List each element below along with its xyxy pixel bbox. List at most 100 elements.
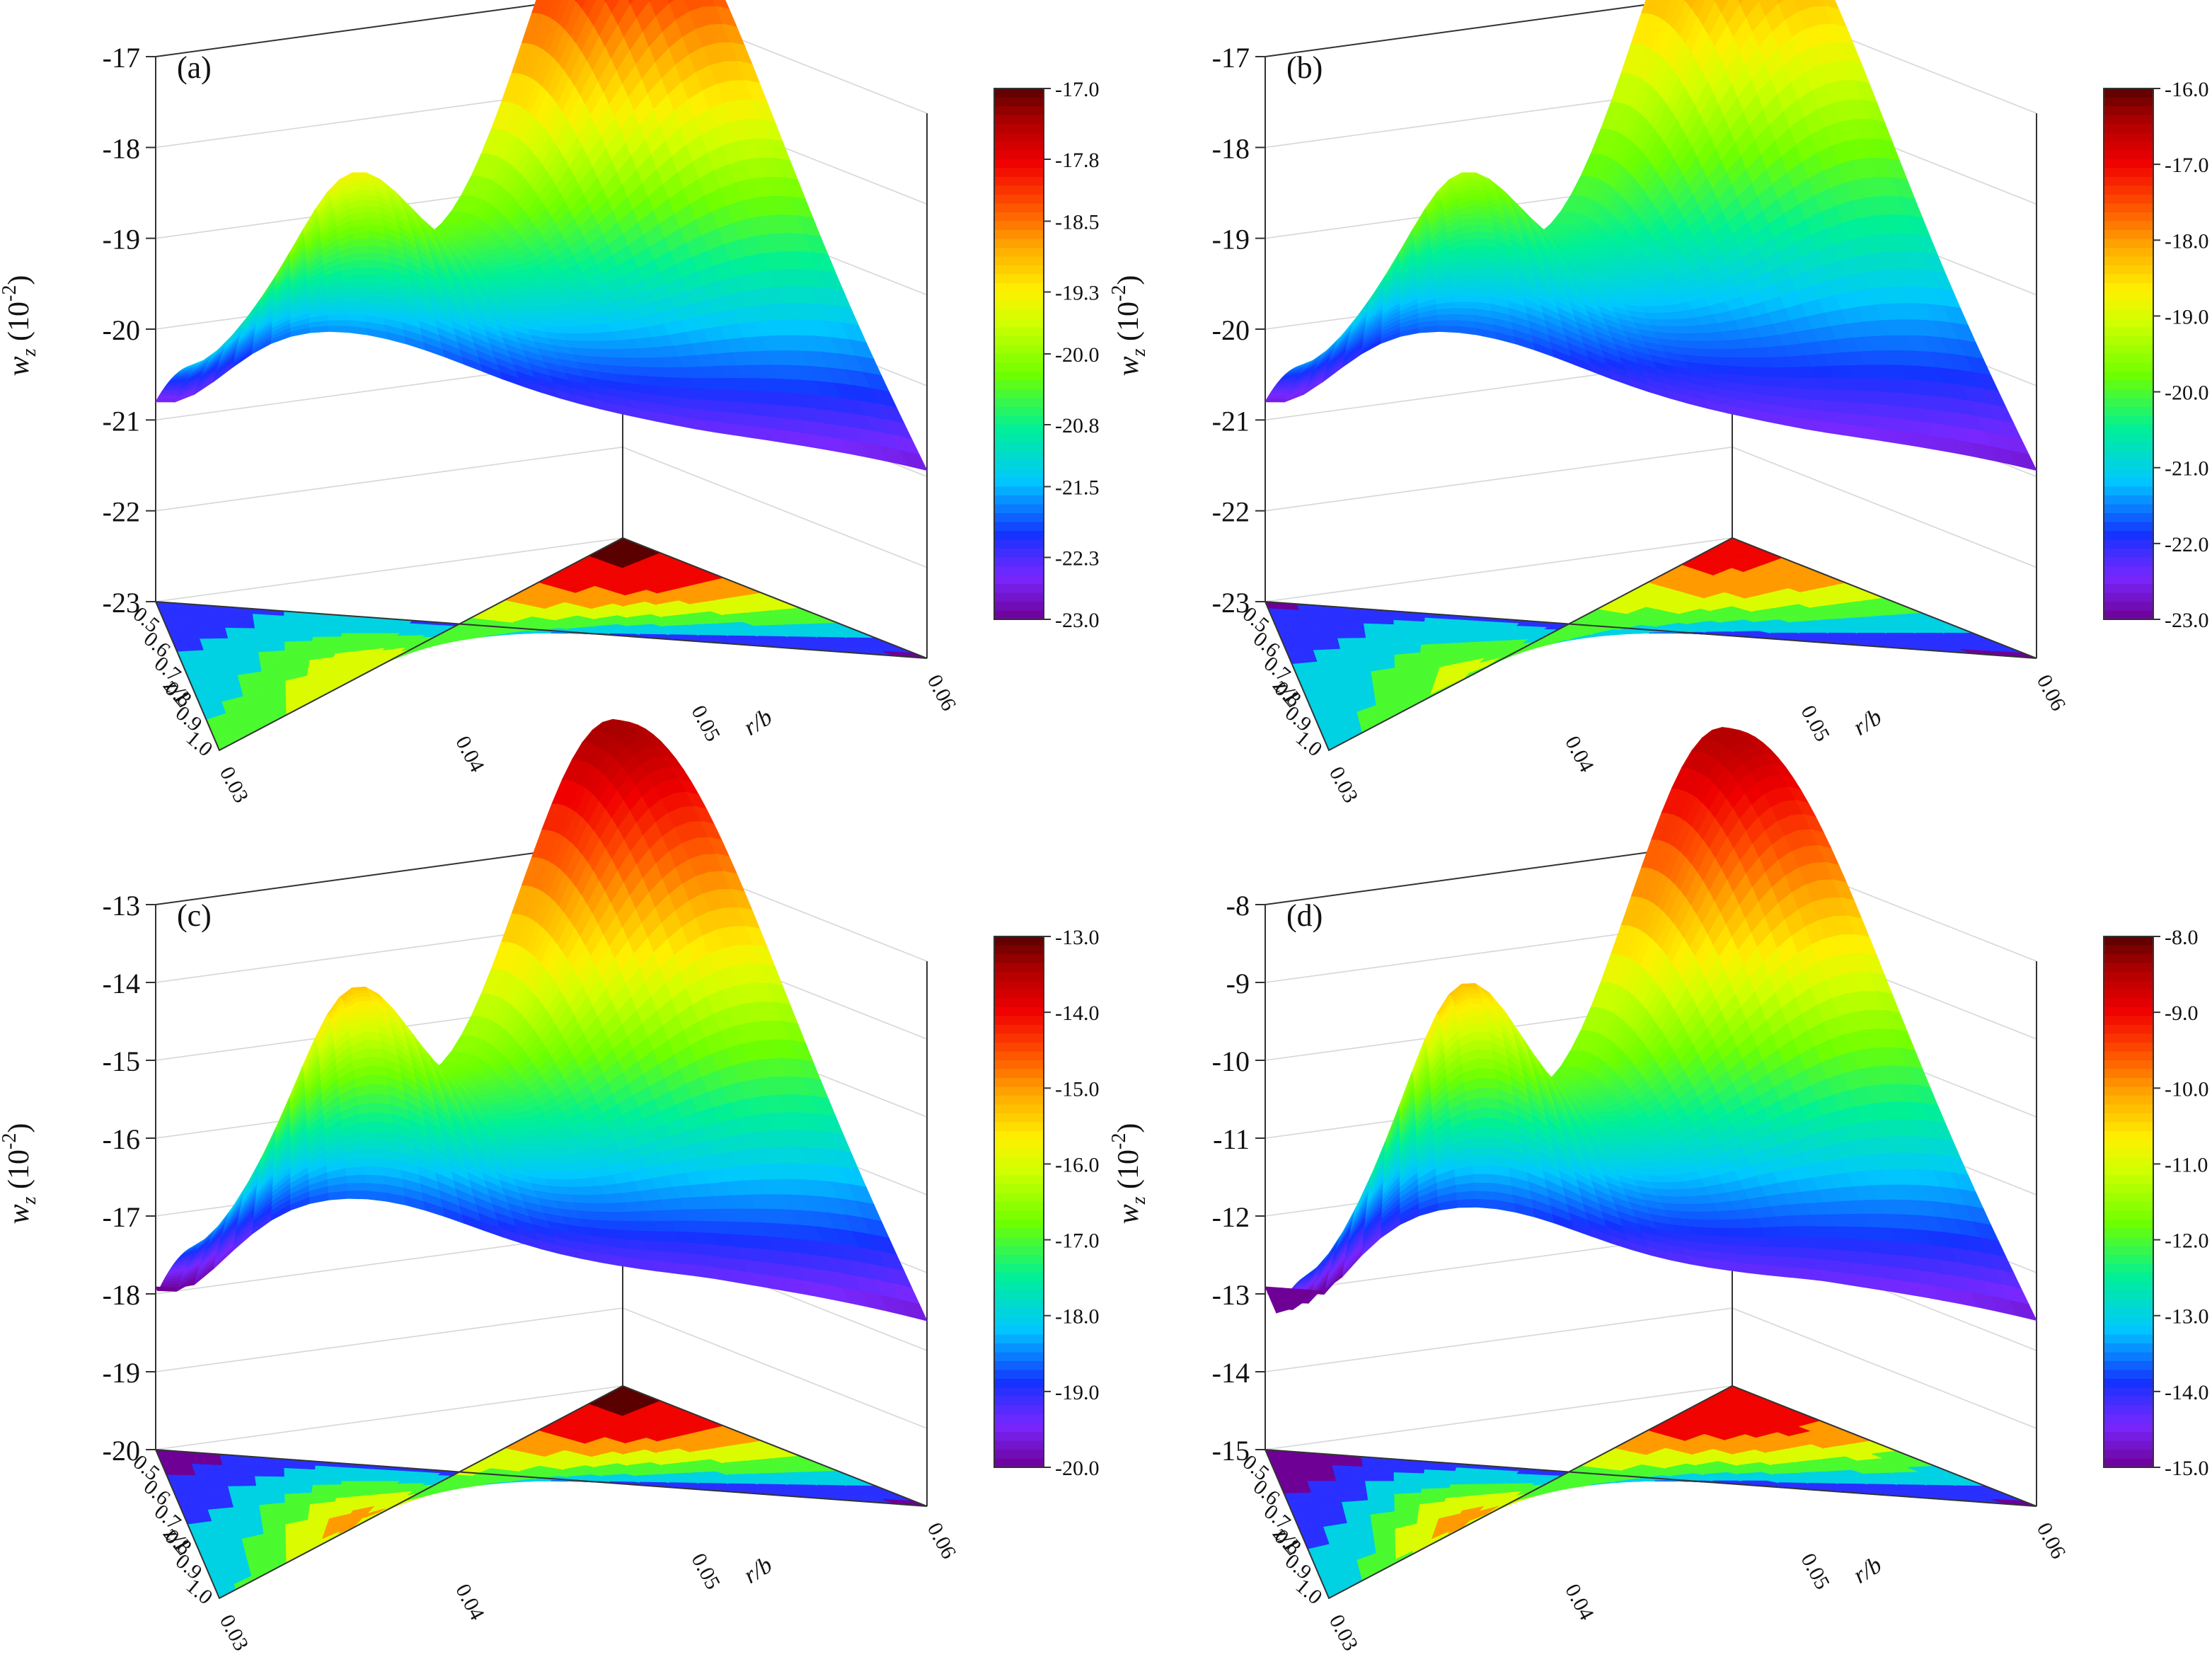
colorbar-band bbox=[994, 142, 1044, 151]
surface-cell bbox=[542, 0, 555, 17]
floor-outline bbox=[154, 537, 928, 752]
floor-cell bbox=[171, 638, 203, 646]
colorbar-band bbox=[994, 495, 1044, 505]
colorbar-band bbox=[2104, 354, 2153, 364]
colorbar-band bbox=[2104, 327, 2153, 337]
colorbar-band bbox=[994, 469, 1044, 478]
surface-cell bbox=[355, 245, 374, 255]
surface-cell bbox=[1464, 245, 1483, 255]
z-gridline bbox=[155, 537, 623, 602]
floor-cell bbox=[166, 626, 199, 633]
floor-cell bbox=[255, 636, 286, 643]
colorbar-band bbox=[2104, 203, 2153, 213]
z-gridline bbox=[1265, 446, 1733, 512]
surface-cell bbox=[328, 320, 349, 327]
floor-cell bbox=[226, 1480, 258, 1486]
colorbar-band bbox=[2104, 132, 2153, 142]
colorbar-band bbox=[994, 354, 1044, 364]
colorbar-band bbox=[994, 380, 1044, 390]
surface-cell bbox=[1265, 398, 1286, 403]
colorbar-tick-label: -19.3 bbox=[1055, 282, 1100, 305]
colorbar-tick-label: -17.0 bbox=[2165, 154, 2209, 177]
z-tick-label: -18 bbox=[1212, 132, 1250, 164]
floor-cell bbox=[1305, 626, 1337, 633]
floor-cell bbox=[255, 1484, 286, 1491]
panel-label: (b) bbox=[1286, 50, 1323, 85]
z-tick-label: -21 bbox=[103, 405, 140, 437]
floor-cell bbox=[369, 632, 402, 636]
colorbar-band bbox=[2104, 185, 2153, 195]
colorbar-band bbox=[2104, 380, 2153, 390]
floor-cell bbox=[199, 637, 231, 645]
panel-b: -17-18-19-20-21-22-230.030.040.050.060.5… bbox=[1108, 0, 2209, 807]
colorbar-band bbox=[994, 575, 1044, 585]
floor-cell bbox=[1335, 632, 1367, 638]
floor-cell bbox=[166, 1474, 199, 1481]
surface-cell bbox=[357, 260, 376, 268]
colorbar-band bbox=[994, 557, 1044, 567]
surface-cell bbox=[155, 398, 177, 403]
z-tick-label: -20 bbox=[1212, 314, 1250, 346]
colorbar-band bbox=[994, 256, 1044, 266]
colorbar-tick-label: -16.0 bbox=[2165, 78, 2209, 101]
x-tick-label: 0.05 bbox=[1796, 701, 1834, 745]
colorbar-band bbox=[2104, 239, 2153, 248]
colorbar-band bbox=[2104, 274, 2153, 284]
colorbar-tick-label: -18.0 bbox=[2165, 229, 2209, 253]
colorbar-band bbox=[2104, 610, 2153, 620]
surface-cell bbox=[343, 294, 364, 303]
colorbar-band bbox=[2104, 531, 2153, 541]
floor-cell bbox=[284, 1480, 314, 1486]
z-label-sub: z bbox=[18, 348, 40, 357]
floor-cell bbox=[1277, 632, 1311, 640]
z-label-unit-exp: -2 bbox=[0, 285, 21, 302]
colorbar-tick-label: -21.0 bbox=[2165, 457, 2209, 481]
colorbar-tick-label: -20.0 bbox=[1055, 343, 1100, 367]
colorbar-band bbox=[994, 513, 1044, 523]
z-label-main: w bbox=[1112, 356, 1145, 376]
colorbar-band bbox=[2104, 309, 2153, 319]
colorbar-band bbox=[2104, 168, 2153, 178]
colorbar-band bbox=[2104, 592, 2153, 602]
floor-contour bbox=[155, 1385, 928, 1599]
floor-cell bbox=[195, 1474, 228, 1481]
colorbar-band bbox=[2104, 433, 2153, 443]
colorbar-band bbox=[994, 451, 1044, 461]
surface-cell bbox=[1453, 294, 1473, 303]
floor-cell bbox=[1334, 626, 1366, 633]
colorbar-band bbox=[2104, 97, 2153, 107]
colorbar-band bbox=[994, 610, 1044, 620]
panel-a: -17-18-19-20-21-22-230.030.040.050.060.5… bbox=[0, 0, 1100, 807]
surface-cell bbox=[1436, 314, 1458, 321]
colorbar-band bbox=[2104, 398, 2153, 408]
colorbar-band bbox=[994, 372, 1044, 382]
z-label-unit-open: (10 bbox=[3, 302, 35, 349]
z-gridline-right bbox=[1732, 446, 2037, 568]
colorbar-band bbox=[994, 239, 1044, 248]
surface-cell bbox=[548, 0, 563, 21]
colorbar-band bbox=[2104, 522, 2153, 532]
surface-cell bbox=[328, 326, 350, 333]
floor-cell bbox=[227, 1485, 258, 1492]
colorbar-band bbox=[2104, 362, 2153, 372]
colorbar-band bbox=[994, 478, 1044, 488]
colorbar-band bbox=[994, 309, 1044, 319]
colorbar-tick-label: -17.8 bbox=[1055, 149, 1100, 172]
x-tick-label: 0.05 bbox=[686, 701, 725, 745]
surface-cell bbox=[356, 252, 375, 261]
surface-cell bbox=[536, 0, 549, 15]
floor-cell bbox=[224, 626, 257, 633]
colorbar-tick-label: -21.5 bbox=[1055, 476, 1100, 500]
surface-cell bbox=[357, 267, 377, 276]
z-label-main: w bbox=[3, 356, 35, 376]
colorbar-band bbox=[994, 486, 1044, 496]
floor-cell bbox=[1478, 632, 1511, 636]
colorbar-band bbox=[2104, 460, 2153, 470]
colorbar: -16.0-17.0-18.0-19.0-20.0-21.0-22.0-23.0 bbox=[2103, 78, 2209, 632]
colorbar-band bbox=[2104, 469, 2153, 478]
colorbar-band bbox=[2104, 495, 2153, 505]
x-tick-label: 0.04 bbox=[451, 732, 489, 776]
colorbar-band bbox=[2104, 557, 2153, 567]
colorbar-band bbox=[2104, 177, 2153, 187]
